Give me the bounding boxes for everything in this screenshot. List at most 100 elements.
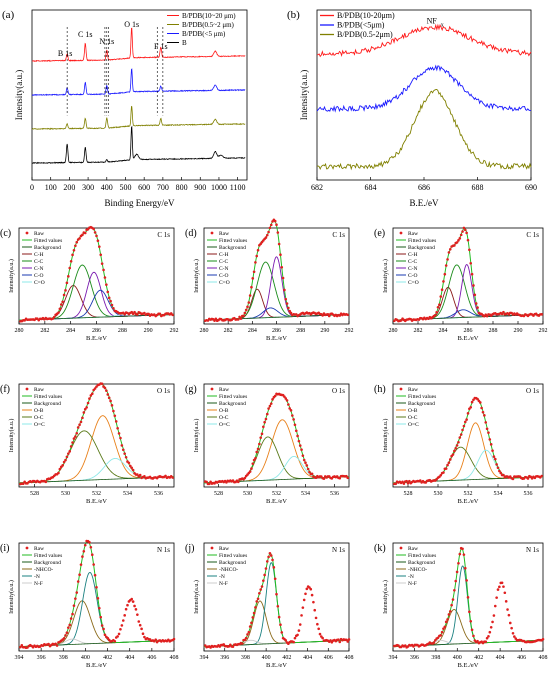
panel-label: (i)	[0, 543, 9, 554]
peak-annotation: NF	[427, 17, 438, 26]
raw-data-point	[317, 627, 320, 631]
raw-data-point	[113, 414, 117, 418]
raw-data-point	[68, 266, 72, 270]
raw-data-point	[291, 414, 294, 417]
raw-data-point	[89, 545, 93, 549]
raw-data-point	[143, 475, 146, 478]
raw-data-point	[453, 449, 456, 453]
raw-data-point	[495, 596, 498, 599]
raw-data-point	[277, 615, 281, 619]
legend-label: Background	[34, 401, 61, 407]
raw-data-point	[454, 446, 458, 450]
raw-data-point	[453, 588, 456, 592]
x-tick-label: 406	[517, 655, 526, 661]
raw-data-point	[322, 477, 326, 480]
raw-data-point	[504, 600, 508, 603]
legend-label: C-H	[408, 252, 418, 258]
raw-data-point	[439, 295, 443, 298]
plot-frame	[203, 542, 350, 652]
raw-data-point	[239, 317, 243, 320]
raw-data-point	[271, 398, 274, 401]
raw-data-point	[59, 303, 63, 306]
x-tick-label: 536	[330, 491, 339, 497]
raw-data-point	[68, 450, 72, 453]
raw-data-point	[499, 471, 503, 475]
legend-label: O-B	[219, 408, 229, 414]
legend-label: O=C	[219, 422, 230, 428]
raw-data-point	[457, 440, 460, 444]
raw-data-point	[269, 554, 273, 557]
y-axis-label: Intensity(a.u.)	[14, 70, 24, 120]
panel-title: N 1s	[526, 546, 539, 554]
raw-data-point	[284, 397, 288, 400]
raw-data-point	[440, 630, 444, 634]
legend-label: Fitted values	[219, 394, 247, 400]
x-tick-label: 290	[514, 328, 523, 334]
raw-data-point	[250, 467, 253, 470]
raw-data-point	[95, 585, 98, 589]
x-tick-label: 528	[214, 491, 223, 497]
raw-data-point	[99, 615, 103, 619]
raw-data-point	[98, 245, 101, 248]
x-tick-label: 288	[118, 328, 127, 334]
raw-data-point	[255, 600, 259, 603]
y-axis-label: Intensity(a.u.)	[8, 259, 15, 293]
raw-data-point	[74, 244, 77, 248]
x-tick-label: 400	[262, 655, 271, 661]
panel-title: N 1s	[332, 546, 345, 554]
raw-data-point	[58, 467, 62, 471]
raw-data-point	[465, 231, 468, 235]
x-tick-label: 406	[147, 655, 156, 661]
panel-label: (a)	[2, 9, 15, 21]
x-tick-label: 404	[496, 655, 505, 661]
raw-data-point	[496, 588, 500, 591]
raw-data-point	[114, 420, 118, 423]
raw-data-point	[106, 393, 110, 396]
legend-label: C=O	[34, 280, 45, 286]
raw-data-point	[491, 620, 494, 624]
raw-data-point	[276, 605, 280, 608]
raw-data-point	[68, 623, 72, 627]
raw-data-point	[248, 470, 252, 473]
x-tick-label: 532	[272, 491, 281, 497]
raw-data-point	[283, 288, 286, 292]
x-tick-label: 280	[389, 328, 398, 334]
y-axis-label: Intensity(a.u.)	[8, 419, 15, 453]
legend-label: Fitted values	[408, 394, 436, 400]
raw-data-point	[248, 294, 252, 297]
legend-label: B	[182, 39, 187, 47]
x-tick-label: 408	[345, 655, 354, 661]
raw-data-point	[288, 309, 291, 313]
raw-data-point	[455, 241, 459, 244]
raw-data-point	[476, 306, 479, 309]
x-tick-label: 534	[123, 491, 132, 497]
legend-label: Background	[219, 401, 246, 407]
legend: B/PDB(10~20 μm)B/PDB(0.5~2 μm)B/PDB(<5 μ…	[167, 12, 236, 47]
raw-data-point	[62, 460, 66, 464]
legend-swatch	[210, 231, 214, 235]
raw-data-point	[103, 276, 107, 279]
panel-g: 528 530 532 534 536 B.E./eV Intensity(a.u.) (g)…	[185, 383, 350, 505]
raw-data-point	[451, 598, 455, 601]
raw-data-point	[90, 553, 94, 556]
legend-label: Background	[219, 560, 246, 566]
x-tick-label: 408	[539, 655, 548, 661]
peak-annotation: F 1s	[154, 42, 168, 51]
raw-data-point	[443, 272, 447, 276]
component-curve	[203, 455, 350, 484]
raw-data-point	[433, 638, 437, 642]
raw-data-point	[121, 619, 125, 622]
raw-data-point	[119, 627, 122, 631]
raw-data-point	[72, 248, 76, 252]
x-tick-label: 284	[439, 328, 448, 334]
raw-data-point	[446, 463, 449, 467]
raw-data-point	[276, 231, 280, 234]
legend-label: C-H	[219, 252, 229, 258]
raw-data-point	[96, 239, 100, 242]
raw-data-point	[466, 238, 470, 242]
panel-f: 528 530 532 534 536 B.E./eV Intensity(a.u.) (f)…	[0, 382, 175, 505]
survey-series-line	[31, 27, 246, 62]
